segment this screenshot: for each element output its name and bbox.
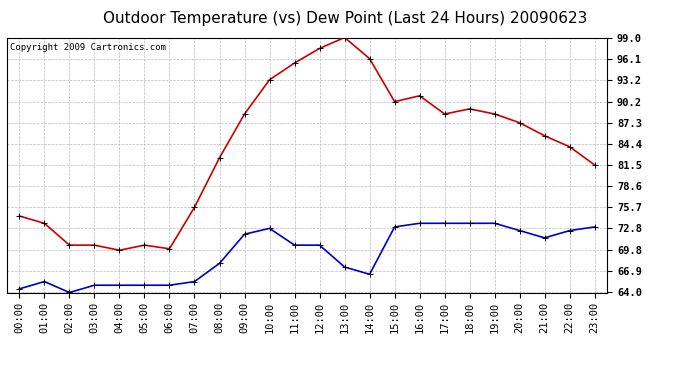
Text: Copyright 2009 Cartronics.com: Copyright 2009 Cartronics.com bbox=[10, 43, 166, 52]
Text: Outdoor Temperature (vs) Dew Point (Last 24 Hours) 20090623: Outdoor Temperature (vs) Dew Point (Last… bbox=[103, 11, 587, 26]
